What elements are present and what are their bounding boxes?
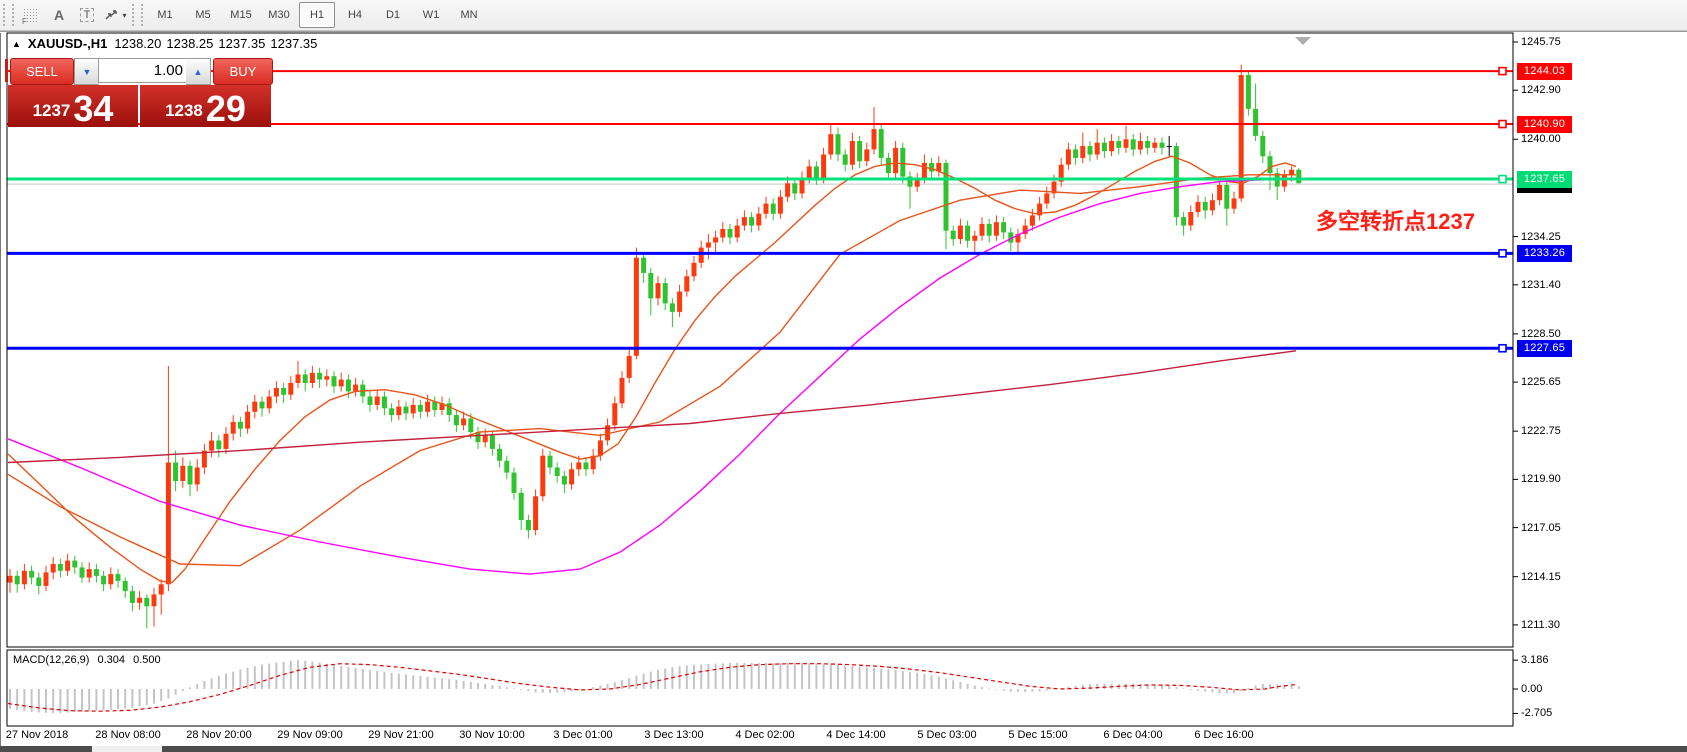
price-tick-label: 1234.25 [1521,230,1561,243]
price-tick-label: 1228.50 [1521,327,1561,340]
pattern-grid-tool-button[interactable]: F [18,2,44,28]
buy-price-pips: 29 [205,88,246,129]
sell-price-pips: 34 [73,88,114,129]
timeframe-button-M5[interactable]: M5 [195,9,211,21]
ma-slow [7,350,1297,464]
price-badge-1233.26: 1233.26 [1517,244,1572,262]
grid-pattern-icon: F [22,8,39,26]
chart-title: ▲ XAUUSD-,H1 1238.20 1238.25 1237.35 123… [12,36,317,51]
macd-tick-label: 0.00 [1521,683,1543,695]
price-badge-1237.65: 1237.65 [1517,170,1572,188]
price-tick-label: 1231.40 [1521,278,1561,291]
sell-price-main: 1237 [32,101,71,120]
date-tick-label: 5 Dec 15:00 [1008,729,1068,741]
timeframe-button-H1[interactable]: H1 [299,2,335,28]
ma-fast-2 [7,174,1296,567]
symbol-period-label: XAUUSD-,H1 [27,36,108,51]
price-tick-label: 1240.00 [1521,133,1561,146]
chevron-down-icon: ▾ [122,10,127,20]
panel-collapse-tab[interactable] [5,59,8,82]
one-click-trading-panel: SELL ▼ ▲ BUY 1237 34 1238 29 [5,56,273,127]
macd-signal-value: 0.500 [133,654,161,666]
triangle-up-icon: ▲ [193,66,203,77]
price-tick-label: 1242.90 [1521,84,1561,97]
chart-frame-top [0,31,1687,32]
ohlc-low: 1237.35 [218,36,266,51]
window-border-left-outer [0,33,1,749]
arrow-objects-tool-button[interactable]: ▾ [102,2,128,28]
macd-indicator-caption: MACD(12,26,9) 0.304 0.500 [13,654,161,666]
macd-tick-label: 3.186 [1521,654,1549,667]
price-tick-label: 1217.05 [1521,521,1561,534]
buy-button[interactable]: BUY [213,58,273,85]
date-tick-label: 5 Dec 03:00 [917,729,977,741]
date-tick-label: 6 Dec 16:00 [1194,729,1254,741]
ohlc-high: 1238.25 [166,36,214,51]
price-tick-label: 1222.75 [1521,425,1561,438]
toolbar-grip-2[interactable] [132,4,143,26]
date-tick-label: 27 Nov 2018 [5,729,69,741]
sell-button[interactable]: SELL [10,58,74,85]
date-tick-label: 28 Nov 08:00 [95,729,161,741]
timeframe-button-M30[interactable]: M30 [268,9,290,21]
macd-main-value: 0.304 [97,654,126,666]
scrollbar-thumb[interactable] [92,746,162,752]
price-tick-label: 1211.30 [1521,618,1560,631]
date-tick-label: 4 Dec 02:00 [735,729,795,741]
date-tick-label: 3 Dec 13:00 [644,729,704,741]
date-tick-label: 30 Nov 10:00 [459,729,525,741]
date-tick-label: 6 Dec 04:00 [1103,729,1163,741]
date-tick-label: 28 Nov 20:00 [186,729,252,741]
timeframe-button-H4[interactable]: H4 [347,9,363,21]
triangle-down-icon: ▼ [82,66,92,77]
timeframe-button-M15[interactable]: M15 [230,9,252,21]
date-tick-label: 29 Nov 09:00 [277,729,343,741]
horizontal-scrollbar[interactable] [0,746,1687,752]
macd-tick-label: -2.705 [1521,707,1553,720]
text-box-icon: T [79,8,95,22]
timeframe-group: M1 M5 M15 M30 H1 H4 D1 W1 MN [146,2,488,28]
pivot-annotation-text: 多空转折点1237 [1316,209,1475,235]
price-tick-label: 1225.65 [1521,376,1561,389]
chart-window[interactable]: ▲ XAUUSD-,H1 1238.20 1238.25 1237.35 123… [0,31,1687,752]
volume-increase-button[interactable]: ▲ [186,58,211,85]
toolbar-grip[interactable] [3,4,14,26]
ma-medium [7,177,1297,575]
timeframe-button-D1[interactable]: D1 [385,9,401,21]
price-badge-1227.65: 1227.65 [1517,339,1572,357]
date-tick-label: 29 Nov 21:00 [368,729,434,741]
text-label-tool-button[interactable]: A [46,2,72,28]
sell-price-display[interactable]: 1237 34 [8,85,138,127]
diagonal-arrows-icon [105,10,118,20]
date-tick-label: 4 Dec 14:00 [826,729,886,741]
toolbar: F A T ▾ M1 M5 M15 M30 H1 H4 D1 W1 MN [0,0,1687,31]
timeframe-button-MN[interactable]: MN [460,9,478,21]
one-click-panel-toggle-icon[interactable]: ▲ [12,38,21,49]
volume-decrease-button[interactable]: ▼ [74,58,99,85]
macd-name: MACD(12,26,9) [13,654,90,666]
text-box-tool-button[interactable]: T [74,2,100,28]
ma-fast [7,155,1297,584]
timeframe-button-M1[interactable]: M1 [157,9,173,21]
price-badge-1244.03: 1244.03 [1517,62,1572,80]
chart-shift-marker [1295,37,1311,45]
letter-a-icon: A [53,7,65,23]
price-tick-label: 1214.15 [1521,570,1561,583]
macd-signal-line [7,663,1297,712]
volume-input[interactable] [98,58,188,83]
buy-price-main: 1238 [165,101,203,120]
date-tick-label: 3 Dec 01:00 [553,729,613,741]
ohlc-close: 1237.35 [270,36,318,51]
price-badge-1240.90: 1240.90 [1517,115,1572,133]
price-tick-label: 1219.90 [1521,473,1561,486]
ohlc-open: 1238.20 [114,36,162,51]
price-chart-canvas[interactable] [0,31,1687,752]
price-tick-label: 1245.75 [1521,36,1561,48]
buy-price-display[interactable]: 1238 29 [140,85,271,127]
timeframe-button-W1[interactable]: W1 [422,9,440,21]
